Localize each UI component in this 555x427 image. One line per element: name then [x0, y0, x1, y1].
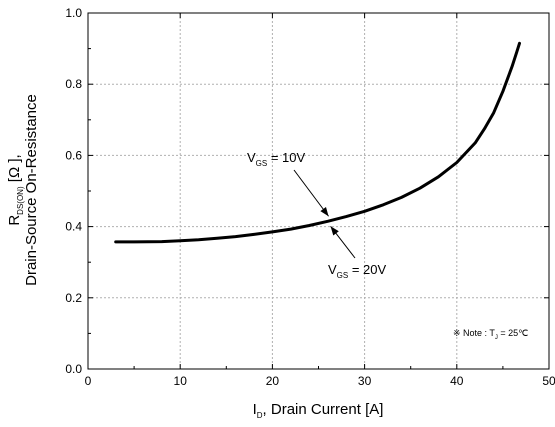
annotation-vgs-10v: VGS = 10V: [247, 150, 306, 168]
x-tick-label: 10: [174, 374, 188, 388]
x-axis-title: ID, Drain Current [A]: [253, 401, 384, 420]
y-tick-label: 0.6: [65, 148, 82, 162]
annotation-vgs-20v: VGS = 20V: [328, 262, 387, 280]
y-axis-title-line2: Drain-Source On-Resistance: [23, 94, 40, 286]
x-tick-label: 0: [85, 374, 92, 388]
annotation-arrow-10v: [293, 169, 329, 217]
grid-lines: [88, 13, 549, 369]
x-tick-label: 50: [542, 374, 555, 388]
x-axis: 0 10 20 30 40 50: [85, 13, 555, 388]
annotation-arrow-20v: [330, 225, 356, 259]
x-tick-label: 30: [358, 374, 372, 388]
y-tick-label: 0.8: [65, 77, 82, 91]
series-line: [114, 41, 521, 244]
note-temperature: ※ Note : TJ = 25℃: [453, 328, 528, 341]
series-layer: [114, 41, 521, 244]
y-axis-title: RDS(ON) [Ω ], Drain-Source On-Resistance: [6, 94, 40, 286]
plot-frame: [87, 12, 550, 370]
y-tick-label: 0.0: [65, 362, 82, 376]
x-tick-label: 40: [450, 374, 464, 388]
y-axis-title-line1: RDS(ON) [Ω ],: [6, 154, 25, 225]
x-tick-label: 20: [266, 374, 280, 388]
y-tick-label: 0.2: [65, 291, 82, 305]
y-tick-label: 0.4: [65, 220, 82, 234]
y-axis: 0.0 0.2 0.4 0.6 0.8 1.0: [65, 6, 549, 376]
y-tick-label: 1.0: [65, 6, 82, 20]
